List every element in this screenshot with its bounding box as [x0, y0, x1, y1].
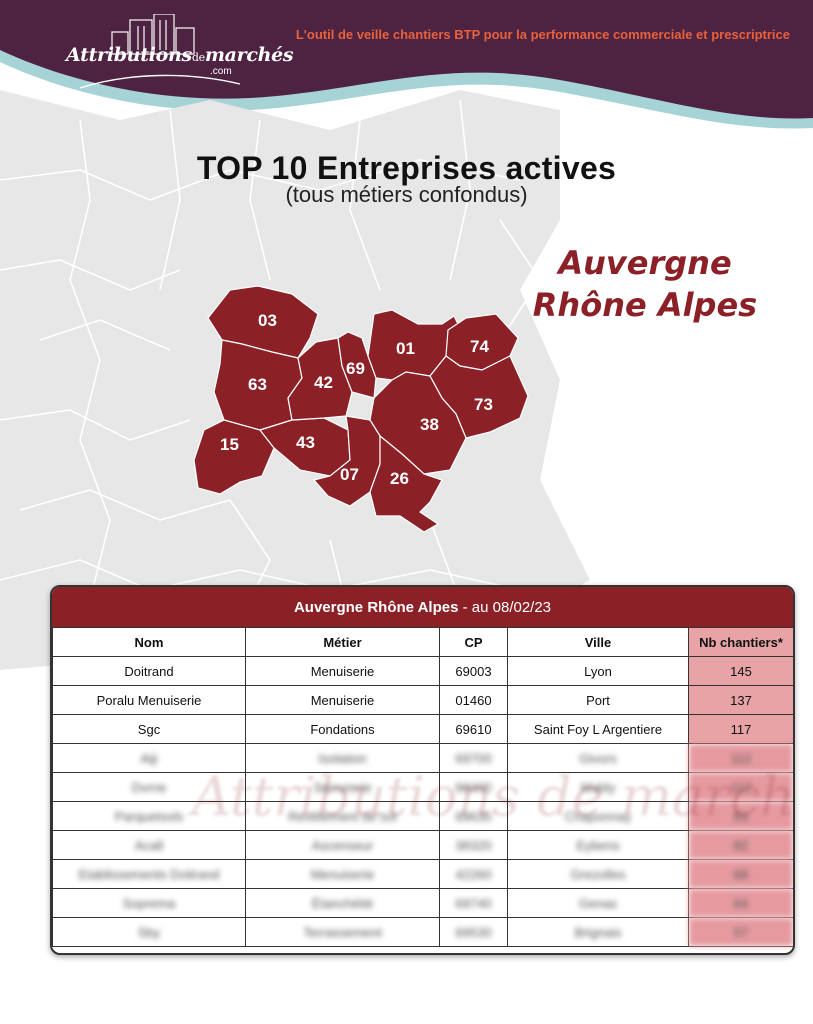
cell-nb: 145	[688, 656, 793, 686]
cell-nb: 112	[688, 772, 793, 802]
table-header-row: Nom Métier CP Ville Nb chantiers*	[52, 627, 793, 657]
cell-nb: 64	[688, 888, 793, 918]
cell-metier: Ascenseur	[245, 830, 440, 860]
cell-metier: Fondations	[245, 714, 440, 744]
cell-nb: 68	[688, 859, 793, 889]
cell-cp: 38320	[439, 830, 508, 860]
cell-metier: Serrurerie	[245, 772, 440, 802]
cell-ville: Genas	[507, 888, 689, 918]
cell-nb: 112	[688, 743, 793, 773]
cell-metier: Menuiserie	[245, 685, 440, 715]
cell-ville: Eybens	[507, 830, 689, 860]
cell-ville: Lyon	[507, 656, 689, 686]
table-row[interactable]: Acall Ascenseur 38320 Eybens 82	[52, 830, 793, 860]
dept-07-shape	[312, 415, 381, 507]
cell-nom: Aiji	[52, 743, 246, 773]
dept-label-15: 15	[220, 435, 239, 454]
table-row[interactable]: Dvrne Serrurerie 69400 Mably 112	[52, 772, 793, 802]
table-row[interactable]: Sgc Fondations 69610 Saint Foy L Argentiere…	[52, 714, 793, 744]
cell-metier: Menuiserie	[245, 859, 440, 889]
cell-cp: 42260	[439, 859, 508, 889]
ranking-table: Nom Métier CP Ville Nb chantiers* Doitra…	[52, 627, 793, 947]
dept-label-38: 38	[420, 415, 439, 434]
logo-domain: .com	[210, 66, 232, 77]
table-row[interactable]: Aiji Isolation 69700 Givors 112	[52, 743, 793, 773]
ranking-table-card: Auvergne Rhône Alpes - au 08/02/23 Nom M…	[50, 585, 795, 955]
dept-label-07: 07	[340, 465, 359, 484]
column-header-nb-chantiers[interactable]: Nb chantiers*	[688, 627, 793, 657]
cell-metier: Isolation	[245, 743, 440, 773]
cell-cp: 69740	[439, 888, 508, 918]
dept-label-03: 03	[258, 311, 277, 330]
cell-cp: 01460	[439, 685, 508, 715]
tagline: L'outil de veille chantiers BTP pour la …	[295, 27, 790, 42]
region-name: Auvergne Rhône Alpes	[520, 242, 770, 326]
cell-nom: Acall	[52, 830, 246, 860]
cell-ville: Brignais	[507, 917, 689, 947]
cell-cp: 69400	[439, 772, 508, 802]
cell-metier: Menuiserie	[245, 656, 440, 686]
cell-nb: 82	[688, 830, 793, 860]
region-name-line2: Rhône Alpes	[532, 286, 758, 324]
region-name-line1: Auvergne	[558, 244, 732, 282]
cell-ville: Grezolles	[507, 859, 689, 889]
column-header-metier[interactable]: Métier	[245, 627, 440, 657]
dept-label-43: 43	[296, 433, 315, 452]
cell-metier: Revêtement de sol	[245, 801, 440, 831]
table-row[interactable]: Poralu Menuiserie Menuiserie 01460 Port 137	[52, 685, 793, 715]
dept-label-74: 74	[470, 337, 489, 356]
logo-wordmark: Attributionsdemarchés	[66, 44, 294, 66]
cell-nom: Soprema	[52, 888, 246, 918]
table-row[interactable]: Soprema Étanchéité 69740 Genas 64	[52, 888, 793, 918]
cell-nom: Etablissements Doitrand	[52, 859, 246, 889]
dept-15-shape	[193, 419, 275, 495]
cell-ville: Chaponnay	[507, 801, 689, 831]
dept-label-63: 63	[248, 375, 267, 394]
cell-nb: 57	[688, 917, 793, 947]
cell-nom: Poralu Menuiserie	[52, 685, 246, 715]
cell-ville: Port	[507, 685, 689, 715]
header-banner	[0, 0, 813, 129]
page-title: TOP 10 Entreprises actives	[196, 150, 617, 186]
cell-nb: 137	[688, 685, 793, 715]
brand-logo[interactable]	[60, 13, 250, 96]
table-row[interactable]: Doitrand Menuiserie 69003 Lyon 145	[52, 656, 793, 686]
cell-metier: Étanchéité	[245, 888, 440, 918]
table-title-region: Auvergne Rhône Alpes	[293, 599, 459, 616]
table-row[interactable]: Sby Terrassement 69530 Brignais 57	[52, 917, 793, 947]
table-row[interactable]: Etablissements Doitrand Menuiserie 42260 Gr…	[52, 859, 793, 889]
table-row[interactable]: Parquetsols Revêtement de sol 69630 Chaponn…	[52, 801, 793, 831]
cell-cp: 69530	[439, 917, 508, 947]
dept-label-42: 42	[314, 373, 333, 392]
cell-nb: 117	[688, 714, 793, 744]
page-subtitle: (tous métiers confondus)	[285, 182, 528, 207]
dept-26-shape	[369, 434, 443, 533]
cell-nb: 83	[688, 801, 793, 831]
cell-ville: Givors	[507, 743, 689, 773]
table-title-date: - au 08/02/23	[458, 599, 552, 616]
dept-label-26: 26	[390, 469, 409, 488]
column-header-ville[interactable]: Ville	[507, 627, 689, 657]
cell-nom: Doitrand	[52, 656, 246, 686]
dept-label-01: 01	[396, 339, 415, 358]
cell-nom: Sby	[52, 917, 246, 947]
dept-label-73: 73	[474, 395, 493, 414]
city-skyline-icon	[79, 13, 241, 89]
cell-nom: Sgc	[52, 714, 246, 744]
cell-ville: Mably	[507, 772, 689, 802]
cell-nom: Parquetsols	[52, 801, 246, 831]
column-header-cp[interactable]: CP	[439, 627, 508, 657]
cell-ville: Saint Foy L Argentiere	[507, 714, 689, 744]
cell-cp: 69630	[439, 801, 508, 831]
dept-label-69: 69	[346, 359, 365, 378]
table-title: Auvergne Rhône Alpes - au 08/02/23	[52, 587, 793, 627]
column-header-nom[interactable]: Nom	[52, 627, 246, 657]
cell-cp: 69003	[439, 656, 508, 686]
cell-nom: Dvrne	[52, 772, 246, 802]
region-departments-map: 03 63 15 43 42 69 01 74 73 38 07 26	[193, 285, 529, 533]
cell-cp: 69700	[439, 743, 508, 773]
cell-metier: Terrassement	[245, 917, 440, 947]
cell-cp: 69610	[439, 714, 508, 744]
